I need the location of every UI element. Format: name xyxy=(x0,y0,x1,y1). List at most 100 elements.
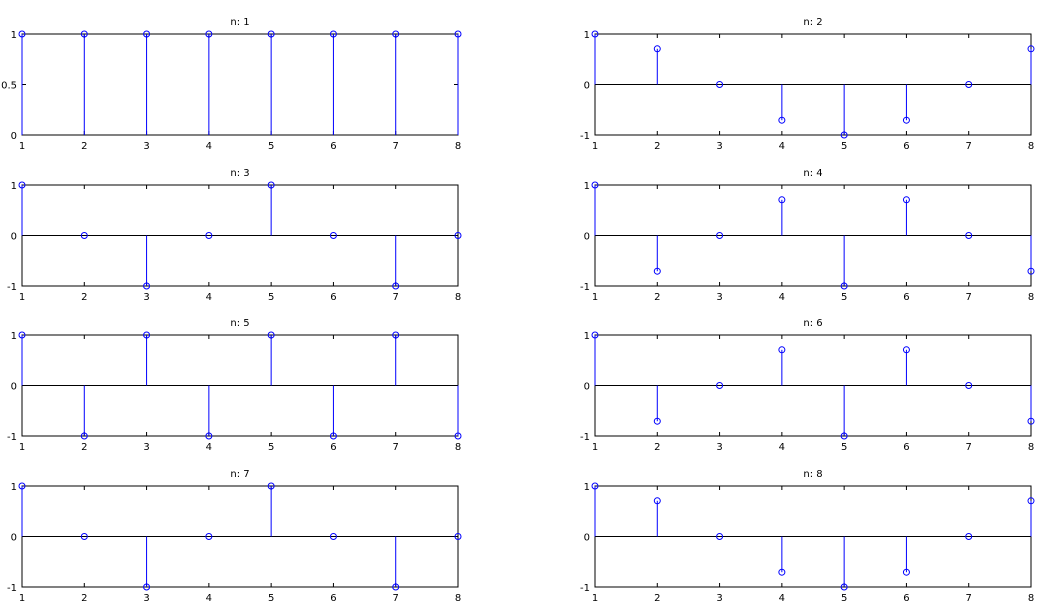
x-tick-label: 4 xyxy=(779,593,785,604)
x-tick-label: 2 xyxy=(654,141,660,152)
stem-marker xyxy=(329,30,337,38)
stem-marker xyxy=(840,432,848,440)
x-tick-label: 8 xyxy=(1028,442,1034,453)
x-tick-label: 7 xyxy=(393,141,399,152)
stem-marker xyxy=(716,232,724,239)
y-tick-label: 0 xyxy=(11,533,17,544)
y-tick-label: 0 xyxy=(11,131,17,142)
x-tick-label: 2 xyxy=(81,593,87,604)
subplot-5: n: 5 1 2 3 4 5 6 7 8 -1 0 1 xyxy=(7,318,462,453)
x-tick-label: 7 xyxy=(393,593,399,604)
stem-marker xyxy=(392,282,400,290)
stem-marker xyxy=(840,131,848,139)
x-tick-label: 6 xyxy=(330,593,336,604)
x-tick-label: 6 xyxy=(330,141,336,152)
stem-marker xyxy=(902,346,910,354)
x-tick-label: 7 xyxy=(966,442,972,453)
y-tick-label: -1 xyxy=(7,583,17,594)
stem-marker xyxy=(591,482,599,490)
y-tick-label: -1 xyxy=(7,432,17,443)
subplot-1: n: 1 1 2 3 4 5 6 7 8 0 0.5 1 xyxy=(1,17,462,152)
subplot-title: n: 4 xyxy=(803,168,822,179)
stem-marker xyxy=(778,568,786,576)
axes-frame xyxy=(21,33,459,136)
y-tick-label: 0 xyxy=(584,81,590,92)
stem-marker xyxy=(454,30,462,38)
x-tick-label: 3 xyxy=(716,442,722,453)
x-tick-label: 6 xyxy=(903,292,909,303)
stem-marker xyxy=(716,81,724,88)
x-tick-label: 3 xyxy=(716,292,722,303)
x-tick-label: 4 xyxy=(206,292,212,303)
x-tick-label: 6 xyxy=(330,442,336,453)
x-tick-label: 8 xyxy=(455,141,461,152)
stem-marker xyxy=(778,116,786,124)
x-tick-label: 6 xyxy=(330,292,336,303)
x-tick-label: 5 xyxy=(841,593,847,604)
x-tick-label: 1 xyxy=(19,141,25,152)
x-tick-label: 5 xyxy=(841,442,847,453)
stem-marker xyxy=(965,232,973,239)
stem-marker xyxy=(267,482,275,490)
x-tick-label: 6 xyxy=(903,442,909,453)
y-tick-label: 0.5 xyxy=(1,81,17,92)
stem-marker xyxy=(1027,497,1035,505)
y-tick-label: -1 xyxy=(580,583,590,594)
stem-marker xyxy=(778,346,786,354)
x-tick-label: 4 xyxy=(206,593,212,604)
stem-marker xyxy=(840,282,848,290)
y-tick-label: -1 xyxy=(580,282,590,293)
stem-marker xyxy=(329,232,337,239)
x-tick-label: 5 xyxy=(268,442,274,453)
subplot-2: n: 2 1 2 3 4 5 6 7 8 -1 0 1 xyxy=(580,17,1035,152)
x-tick-label: 3 xyxy=(716,593,722,604)
x-tick-label: 5 xyxy=(268,292,274,303)
stem-marker xyxy=(205,533,213,540)
stem-marker xyxy=(267,331,275,339)
x-tick-label: 3 xyxy=(143,442,149,453)
x-tick-label: 1 xyxy=(592,442,598,453)
x-tick-label: 2 xyxy=(81,292,87,303)
y-tick-label: 1 xyxy=(11,181,17,192)
x-tick-label: 1 xyxy=(19,593,25,604)
x-tick-label: 1 xyxy=(19,442,25,453)
subplot-title: n: 6 xyxy=(803,318,822,329)
x-tick-label: 4 xyxy=(206,141,212,152)
x-tick-label: 5 xyxy=(268,593,274,604)
stem-marker xyxy=(18,331,26,339)
x-tick-label: 5 xyxy=(268,141,274,152)
x-tick-label: 5 xyxy=(841,292,847,303)
stem-marker xyxy=(778,196,786,204)
y-tick-label: 1 xyxy=(11,30,17,41)
x-tick-label: 1 xyxy=(19,292,25,303)
y-tick-label: 1 xyxy=(584,482,590,493)
y-tick-label: 0 xyxy=(11,382,17,393)
x-tick-label: 1 xyxy=(592,593,598,604)
x-tick-label: 8 xyxy=(1028,593,1034,604)
y-tick-label: 1 xyxy=(584,181,590,192)
x-tick-label: 8 xyxy=(1028,292,1034,303)
stem-marker xyxy=(653,497,661,505)
subplot-title: n: 2 xyxy=(803,17,822,28)
stem-marker xyxy=(454,533,462,540)
stem-marker xyxy=(18,30,26,38)
x-tick-label: 7 xyxy=(966,141,972,152)
x-tick-label: 8 xyxy=(455,593,461,604)
x-tick-label: 4 xyxy=(206,442,212,453)
stem-marker xyxy=(454,432,462,440)
subplot-7: n: 7 1 2 3 4 5 6 7 8 -1 0 1 xyxy=(7,469,462,604)
stem-marker xyxy=(329,533,337,540)
x-tick-label: 2 xyxy=(81,442,87,453)
x-tick-label: 1 xyxy=(592,141,598,152)
stem-marker xyxy=(80,232,88,239)
x-tick-label: 3 xyxy=(143,593,149,604)
stem-marker xyxy=(653,267,661,275)
stem-marker xyxy=(205,232,213,239)
y-tick-label: 0 xyxy=(584,382,590,393)
y-tick-label: -1 xyxy=(580,131,590,142)
x-tick-label: 7 xyxy=(966,593,972,604)
y-tick-label: 0 xyxy=(584,533,590,544)
stem-marker xyxy=(392,583,400,591)
stem-marker xyxy=(840,583,848,591)
stem-marker xyxy=(392,331,400,339)
